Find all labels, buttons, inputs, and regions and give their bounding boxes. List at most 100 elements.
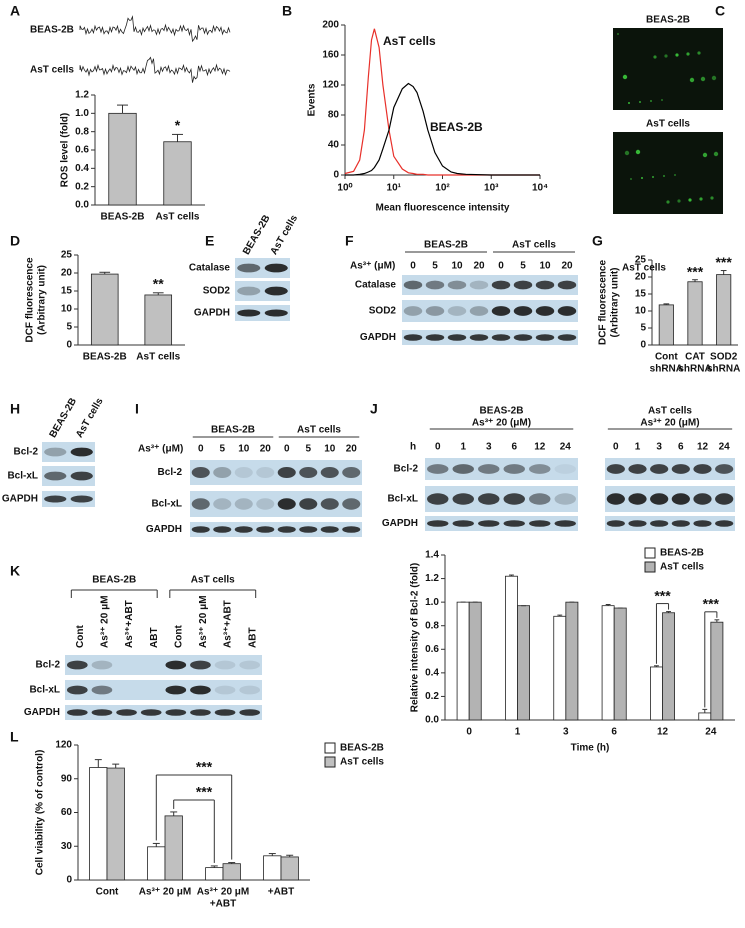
band (213, 526, 232, 533)
x-tick-label: AsT cells (136, 352, 180, 363)
column-label: AsT cells (74, 396, 106, 440)
cell-dot (675, 53, 679, 57)
band (70, 471, 93, 481)
x-tick-label: Cont (655, 352, 678, 363)
band (478, 493, 500, 505)
band (66, 685, 88, 695)
bar (106, 767, 125, 881)
band (693, 493, 712, 505)
band (256, 498, 275, 510)
bar (517, 605, 530, 721)
lane-label: 12 (697, 442, 709, 453)
band (715, 493, 734, 505)
band (469, 280, 489, 290)
y-tick-label: 40 (328, 140, 340, 151)
lane-label: 3 (486, 442, 492, 453)
y-tick-label: 5 (640, 323, 646, 334)
x-tick-label: +ABT (268, 887, 294, 898)
row-label: Catalase (189, 263, 231, 274)
lane-label: Cont (75, 625, 86, 648)
y-tick-label: 20 (635, 272, 647, 283)
bar (601, 605, 615, 721)
y-tick-label: 25 (61, 250, 73, 261)
x-tick-label: shRNA (650, 364, 683, 375)
lane-label: As³⁺ 20 μM (100, 595, 111, 648)
bar (144, 294, 173, 346)
band (140, 709, 162, 716)
lane-label: As³⁺+ABT (124, 600, 135, 648)
cell-dot (688, 198, 692, 202)
y-tick-label: 0 (66, 340, 72, 351)
cell-dot (700, 76, 706, 82)
band (165, 709, 187, 716)
x-tick-label: 3 (563, 727, 569, 738)
x-tick-label: 12 (657, 727, 669, 738)
group-label: AsT cells (648, 406, 692, 417)
chart-title: AsT cells (622, 263, 666, 274)
band (535, 334, 555, 341)
band (491, 280, 511, 290)
band (66, 660, 88, 670)
dose-label: As³⁺ (μM) (138, 444, 183, 455)
row-label: Bcl-xL (151, 499, 182, 510)
column-label: AsT cells (269, 213, 301, 257)
bar (456, 601, 470, 721)
band (650, 464, 669, 474)
y-tick-label: 0.2 (75, 181, 89, 192)
band (425, 334, 445, 341)
row-label: GAPDH (360, 332, 396, 343)
band (469, 334, 489, 341)
band (693, 464, 712, 474)
blot-strip (42, 466, 95, 486)
lane-label: 0 (284, 444, 290, 455)
cell-dot (664, 54, 668, 58)
band (557, 280, 577, 290)
band (191, 498, 210, 510)
band (66, 709, 88, 716)
blot-strip (235, 305, 290, 321)
image-label: AsT cells (646, 119, 690, 130)
cell-dot (641, 177, 643, 179)
band (237, 286, 261, 296)
band (213, 498, 232, 510)
y-tick-label: 200 (322, 20, 339, 31)
y-axis-label: Relative intensity of Bcl-2 (fold) (410, 563, 421, 712)
band (503, 493, 525, 505)
band (91, 660, 113, 670)
bar (468, 601, 482, 721)
fluorescence-image (613, 28, 723, 110)
cell-dot (686, 52, 690, 56)
y-tick-label: 0.0 (75, 200, 89, 211)
y-tick-label: 25 (635, 255, 647, 266)
cell-dot (677, 199, 681, 203)
fluorescence-image (613, 132, 723, 214)
bar (280, 856, 299, 881)
y-tick-label: 10 (635, 306, 647, 317)
band (628, 520, 647, 527)
annotation: *** (654, 587, 671, 603)
group-label: As³⁺ 20 (μM) (472, 418, 531, 429)
row-label: Bcl-2 (158, 467, 183, 478)
band (606, 520, 625, 527)
cell-dot (663, 175, 665, 177)
lane-label: 20 (561, 261, 573, 272)
band (535, 306, 555, 316)
y-tick-label: 15 (61, 286, 73, 297)
y-tick-label: 30 (61, 841, 73, 852)
lane-label: As³⁺+ABT (223, 600, 234, 648)
bar (658, 304, 674, 346)
y-tick-label: 80 (328, 110, 340, 121)
band (650, 493, 669, 505)
lane-label: 5 (520, 261, 526, 272)
lane-label: 24 (560, 442, 572, 453)
histogram-line (344, 28, 540, 176)
cell-dot (639, 101, 641, 103)
band (513, 280, 533, 290)
annotation: *** (196, 759, 213, 775)
bar (687, 281, 703, 346)
series-label: BEAS-2B (430, 120, 483, 134)
band (165, 685, 187, 695)
y-tick-label: 1.4 (425, 550, 439, 561)
x-tick-label: shRNA (707, 364, 740, 375)
band (165, 660, 187, 670)
